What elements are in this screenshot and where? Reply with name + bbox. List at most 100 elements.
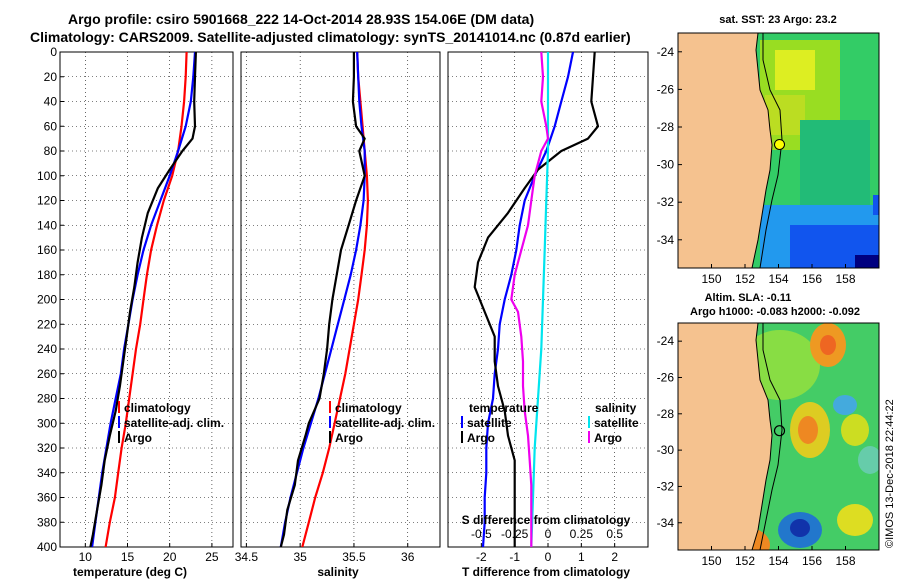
imos-credit: ©IMOS 13-Dec-2018 22:44:22 (884, 399, 896, 548)
salinity-x-ticks: 34.5 35 35.5 36 (235, 543, 415, 564)
sla-float-marker (773, 425, 786, 437)
x-tick-label: 2 (611, 550, 618, 564)
figure-title-line2: Climatology: CARS2009. Satellite-adjuste… (30, 29, 631, 45)
salinity-series (279, 52, 369, 547)
legend-label-climatology: climatology (124, 401, 191, 415)
map-y-tick-label: -32 (657, 195, 675, 209)
temperature-y-ticks: 0 20 40 60 80 100 120 140 160 180 200 220 240 260 280 3… (37, 45, 64, 554)
x-tick-label: 36 (401, 550, 415, 564)
series-line-climatology (104, 52, 188, 547)
sla-low-east (833, 395, 857, 415)
map-y-tick-label: -24 (657, 334, 675, 348)
legend-label-salinity-argo: Argo (594, 431, 622, 445)
difference-legend-temperature: temperature satellite Argo (461, 401, 539, 445)
x-tick-label: 35.5 (342, 550, 366, 564)
x-tick-label: 0 (545, 550, 552, 564)
difference-series (473, 52, 600, 547)
salinity-difference-tick-label: 0.25 (570, 527, 594, 541)
sla-land (678, 323, 773, 550)
y-tick-label: 400 (37, 540, 57, 554)
map-y-tick-label: -34 (657, 516, 675, 530)
legend-label-satellite-adj: satellite-adj. clim. (335, 416, 435, 430)
sst-map-ticks: 150 152 154 156 158 -24 -26 -28 -30 -32 -34 (657, 45, 856, 286)
legend-title-temperature: temperature (469, 401, 539, 415)
legend-label-temperature-satellite: satellite (467, 416, 512, 430)
map-y-tick-label: -26 (657, 82, 675, 96)
sst-map-title: sat. SST: 23 Argo: 23.2 (719, 14, 837, 26)
series-line-argo (89, 52, 197, 547)
map-x-tick-label: 156 (802, 272, 822, 286)
sst-map: sat. SST: 23 Argo: 23.2 150 152 154 156 158 -… (657, 14, 880, 286)
sst-cool-patch (800, 120, 870, 210)
sla-map-title: Altim. SLA: -0.11 (705, 292, 792, 304)
difference-x-ticks: -2 -1 0 1 2 (476, 543, 618, 564)
difference-xlabel: T difference from climatology (462, 565, 630, 579)
legend-label-climatology: climatology (335, 401, 402, 415)
sst-land (678, 33, 773, 268)
x-tick-label: 25 (205, 550, 219, 564)
legend-title-salinity: salinity (595, 401, 637, 415)
salinity-difference-label: S difference from climatology (462, 513, 631, 527)
y-tick-label: 280 (37, 392, 57, 406)
sla-high-east (841, 414, 869, 446)
temperature-x-ticks: 10 15 20 25 (79, 543, 219, 564)
sst-edge-patch (873, 195, 879, 215)
difference-legend-salinity: salinity satellite Argo (588, 401, 639, 445)
y-tick-label: 320 (37, 441, 57, 455)
temperature-series (89, 52, 197, 547)
salinity-difference-tick-label: -0.5 (471, 527, 492, 541)
sst-float-marker (774, 138, 786, 150)
map-y-tick-label: -28 (657, 120, 675, 134)
sla-high-north-core (820, 335, 836, 355)
salinity-panel: 34.5 35 35.5 36 salinity climatology satell… (235, 51, 441, 579)
x-tick-label: 35 (293, 550, 307, 564)
map-x-tick-label: 150 (701, 554, 721, 568)
y-tick-label: 260 (37, 367, 57, 381)
x-tick-label: 10 (79, 550, 93, 564)
figure-title-line1: Argo profile: csiro 5901668_222 14-Oct-2… (68, 11, 534, 27)
series-line-temperature-argo (473, 52, 600, 547)
sst-warm-patch (765, 95, 805, 135)
map-y-tick-label: -30 (657, 158, 675, 172)
sla-map-ticks: 150 152 154 156 158 -24 -26 -28 -30 -32 -34 (657, 334, 856, 568)
x-tick-label: 1 (578, 550, 585, 564)
y-tick-label: 80 (44, 144, 58, 158)
map-x-tick-label: 158 (835, 272, 855, 286)
map-x-tick-label: 152 (735, 554, 755, 568)
y-tick-label: 200 (37, 293, 57, 307)
temperature-panel: 0 20 40 60 80 100 120 140 160 180 200 220 240 260 280 3… (37, 45, 234, 579)
sla-map: Altim. SLA: -0.11 Argo h1000: -0.083 h20… (657, 292, 880, 568)
sla-shelf-contour (759, 323, 783, 550)
y-tick-label: 340 (37, 466, 57, 480)
sla-field (678, 323, 879, 550)
legend-label-satellite-adj: satellite-adj. clim. (124, 416, 224, 430)
y-tick-label: 60 (44, 119, 58, 133)
y-tick-label: 0 (50, 45, 57, 59)
legend-label-salinity-satellite: satellite (594, 416, 639, 430)
temperature-axes-frame (59, 51, 234, 548)
y-tick-label: 300 (37, 416, 57, 430)
sla-high-mid-core (798, 416, 818, 444)
map-y-tick-label: -26 (657, 370, 675, 384)
y-tick-label: 20 (44, 70, 58, 84)
legend-label-temperature-argo: Argo (467, 431, 495, 445)
map-x-tick-label: 154 (768, 554, 788, 568)
x-tick-label: -2 (476, 550, 487, 564)
salinity-difference-tick-label: 0 (545, 527, 552, 541)
temperature-xlabel: temperature (deg C) (73, 565, 187, 579)
y-tick-label: 180 (37, 268, 57, 282)
salinity-axes-frame (240, 51, 441, 548)
salinity-legend: climatology satellite-adj. clim. Argo (329, 401, 435, 445)
legend-label-argo: Argo (124, 431, 152, 445)
sla-low-south-core (790, 519, 810, 537)
y-tick-label: 120 (37, 194, 57, 208)
map-x-tick-label: 150 (701, 272, 721, 286)
y-tick-label: 240 (37, 342, 57, 356)
y-tick-label: 100 (37, 169, 57, 183)
sst-warm-peak (775, 50, 815, 90)
map-x-tick-label: 152 (735, 272, 755, 286)
x-tick-label: 34.5 (235, 550, 259, 564)
y-tick-label: 140 (37, 218, 57, 232)
map-x-tick-label: 158 (835, 554, 855, 568)
